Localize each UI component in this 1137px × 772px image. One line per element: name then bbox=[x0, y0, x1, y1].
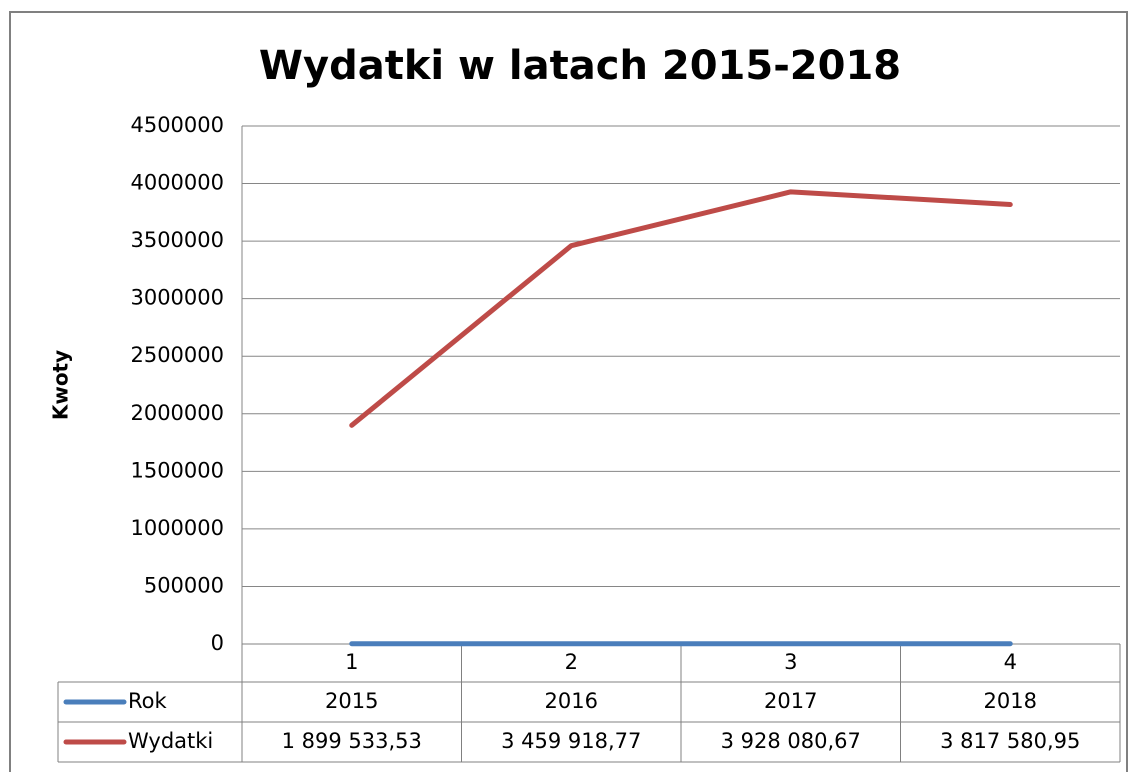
y-tick-label: 3000000 bbox=[130, 286, 224, 310]
legend-label: Wydatki bbox=[128, 729, 213, 753]
table-cell: 3 817 580,95 bbox=[940, 729, 1080, 753]
legend-label: Rok bbox=[128, 689, 167, 713]
y-tick-label: 500000 bbox=[144, 573, 224, 597]
table-cell: 2016 bbox=[545, 689, 598, 713]
table-cell: 2015 bbox=[325, 689, 378, 713]
data-line bbox=[349, 189, 1013, 428]
table-cell: 2017 bbox=[764, 689, 817, 713]
y-axis-label: Kwoty bbox=[49, 350, 73, 420]
x-tick-label: 4 bbox=[1004, 650, 1017, 674]
y-tick-label: 0 bbox=[211, 631, 224, 655]
y-tick-label: 2500000 bbox=[130, 343, 224, 367]
y-tick-label: 1500000 bbox=[130, 458, 224, 482]
y-tick-label: 4500000 bbox=[130, 113, 224, 137]
x-tick-label: 3 bbox=[784, 650, 797, 674]
y-tick-label: 1000000 bbox=[130, 516, 224, 540]
x-tick-label: 2 bbox=[565, 650, 578, 674]
chart-title: Wydatki w latach 2015-2018 bbox=[259, 43, 901, 89]
y-tick-label: 3500000 bbox=[130, 228, 224, 252]
table-cell: 2018 bbox=[984, 689, 1037, 713]
y-tick-label: 4000000 bbox=[130, 171, 224, 195]
table-cell: 3 928 080,67 bbox=[721, 729, 861, 753]
table-cell: 3 459 918,77 bbox=[501, 729, 641, 753]
x-tick-label: 1 bbox=[345, 650, 358, 674]
y-tick-label: 2000000 bbox=[130, 401, 224, 425]
table-cell: 1 899 533,53 bbox=[282, 729, 422, 753]
